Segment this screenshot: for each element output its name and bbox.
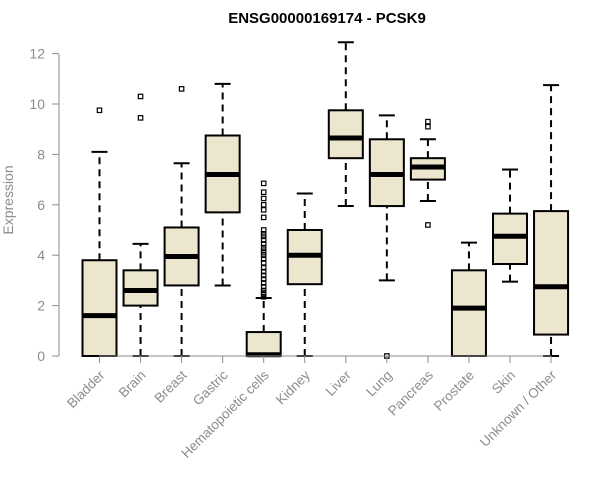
boxes-group [81,41,570,359]
box-iqr [450,269,487,358]
outlier-point [260,207,267,213]
box-iqr [81,259,118,357]
x-tick-label: Liver [323,367,355,399]
y-tick-label: 2 [37,298,45,314]
y-axis-label: Expression [0,165,16,234]
box-iqr [533,210,570,336]
y-tick-label: 0 [37,348,45,364]
x-tick-label: Prostate [431,368,477,414]
box-kidney [286,192,323,357]
outlier-point [260,230,267,237]
x-tick-label: Kidney [273,367,313,407]
box-breast [163,86,200,357]
outlier-point [260,259,267,266]
outlier-point [425,123,431,130]
box-gastric [204,82,241,287]
x-tick-label: Breast [152,367,190,405]
box-skin [492,168,528,283]
outlier-point [425,222,431,228]
outlier-point [260,272,267,279]
y-tick-label: 12 [29,46,45,62]
y-axis-ticks: 0 2 4 6 8 10 12 [29,46,59,364]
box-hematopoietic-cells [245,180,282,358]
outlier-point [260,180,267,187]
outlier-point [260,283,267,290]
outlier-point [260,189,267,196]
box-liver [327,41,364,208]
outlier-point [260,287,267,294]
outlier-point [178,86,185,92]
outlier-point [260,237,267,243]
chart-title: ENSG00000169174 - PCSK9 [228,10,426,27]
outlier-point [260,241,267,247]
y-tick-label: 6 [37,197,45,213]
x-tick-label: Bladder [64,367,108,411]
outlier-point [96,107,103,114]
outlier-point [137,93,144,100]
x-tick-label: Unknown / Other [477,367,560,450]
box-pancreas [409,118,446,228]
x-tick-label: Lung [363,368,395,400]
outlier-point [260,244,267,251]
box-iqr [327,109,364,160]
outlier-point [260,280,267,286]
box-brain [122,93,159,357]
box-iqr [122,269,159,307]
outlier-point [137,115,144,121]
box-prostate [450,241,487,358]
outlier-point [425,118,431,125]
outlier-point [260,195,267,202]
x-tick-label: Skin [489,368,518,397]
x-tick-label: Pancreas [385,367,436,418]
outlier-point [260,276,267,282]
box-bladder [81,107,118,357]
y-tick-label: 8 [37,146,45,162]
y-tick-label: 4 [37,247,45,263]
box-iqr [492,212,528,266]
outlier-point [260,268,267,275]
x-tick-label: Gastric [190,367,231,408]
y-tick-label: 10 [29,96,45,112]
x-tick-label: Brain [116,368,149,401]
outlier-point [260,202,267,208]
box-lung [368,114,405,359]
outlier-point [260,265,267,271]
box-unknown-other [533,84,570,357]
outlier-point [260,256,267,262]
outlier-point [260,214,267,221]
outlier-point [260,227,267,233]
